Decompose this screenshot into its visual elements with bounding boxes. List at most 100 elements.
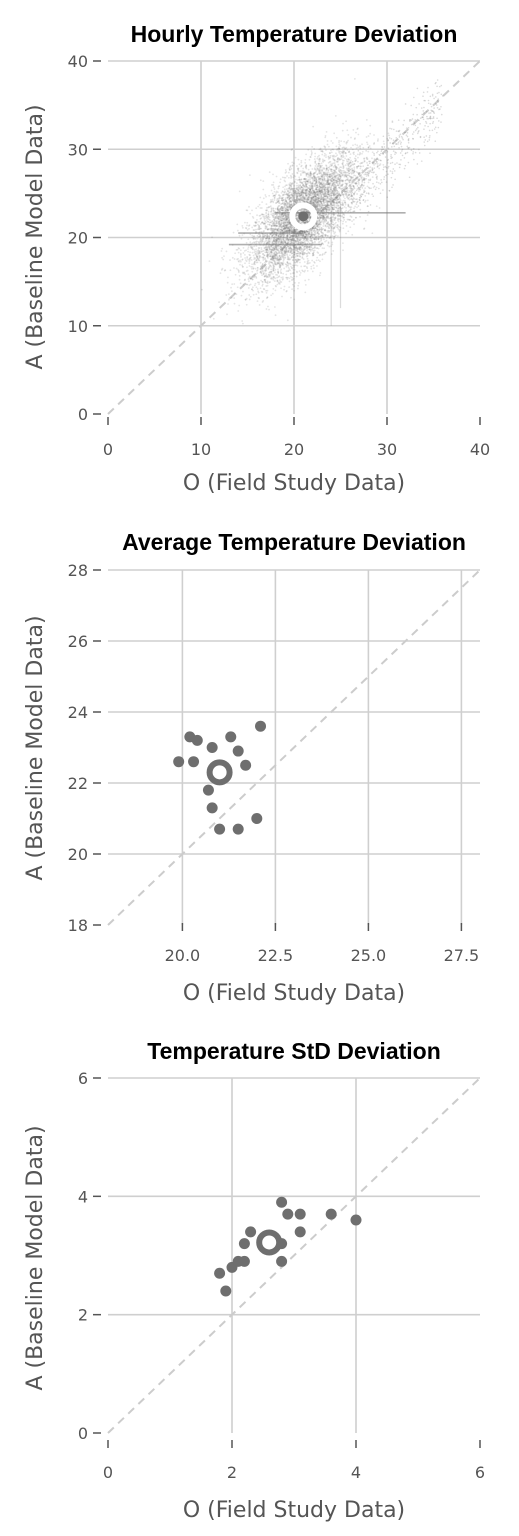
data-point xyxy=(309,229,311,232)
data-point xyxy=(284,215,287,218)
data-point xyxy=(320,181,323,184)
data-point xyxy=(309,178,311,181)
data-point xyxy=(312,264,315,267)
data-point xyxy=(363,227,366,230)
data-point xyxy=(274,263,277,266)
data-point xyxy=(345,206,347,209)
data-point xyxy=(276,200,279,203)
data-point xyxy=(352,185,355,187)
data-point xyxy=(270,251,273,254)
data-point xyxy=(308,190,311,193)
data-point xyxy=(300,159,303,162)
data-point xyxy=(286,227,289,229)
data-point xyxy=(286,184,288,187)
data-point xyxy=(301,170,304,172)
data-point xyxy=(306,180,309,183)
data-point xyxy=(278,222,281,225)
data-point xyxy=(313,267,315,270)
data-point xyxy=(268,263,270,265)
data-point xyxy=(337,178,340,180)
data-point xyxy=(309,235,312,238)
data-point xyxy=(324,145,326,148)
data-point xyxy=(233,283,236,285)
data-point xyxy=(286,319,289,322)
data-point xyxy=(322,236,325,239)
data-point xyxy=(324,194,327,197)
data-point xyxy=(338,157,341,160)
data-point xyxy=(275,240,278,243)
data-point xyxy=(280,240,283,243)
data-point xyxy=(281,209,284,212)
data-point xyxy=(336,161,339,163)
data-point xyxy=(287,227,290,229)
data-point xyxy=(330,202,332,205)
data-point xyxy=(345,221,347,223)
data-point xyxy=(365,136,368,138)
data-point xyxy=(325,208,328,210)
data-point xyxy=(353,168,356,170)
data-point xyxy=(323,188,326,191)
data-point xyxy=(241,225,244,227)
data-point xyxy=(303,240,306,243)
data-point xyxy=(248,224,251,226)
data-point xyxy=(348,172,351,175)
data-point xyxy=(281,207,284,210)
data-point xyxy=(252,293,255,296)
data-point xyxy=(318,180,320,183)
data-point xyxy=(246,221,249,224)
data-point xyxy=(323,145,326,148)
data-point xyxy=(290,250,293,253)
data-point xyxy=(324,214,327,217)
data-point xyxy=(333,218,335,221)
data-point xyxy=(285,188,288,191)
data-point xyxy=(315,247,318,250)
data-point xyxy=(233,258,236,260)
data-point xyxy=(306,188,309,191)
data-point xyxy=(322,233,324,236)
data-point xyxy=(338,173,341,176)
data-point xyxy=(256,272,259,275)
data-point xyxy=(302,237,304,240)
data-point xyxy=(292,248,295,251)
data-point xyxy=(321,174,324,176)
data-point xyxy=(352,144,354,147)
data-point xyxy=(341,151,344,154)
data-point xyxy=(296,165,298,167)
data-point xyxy=(253,245,256,248)
data-point xyxy=(293,261,296,264)
data-point xyxy=(349,181,351,184)
data-point xyxy=(276,197,279,200)
data-point xyxy=(211,236,213,239)
data-point xyxy=(328,185,331,188)
data-point xyxy=(347,230,350,233)
data-point xyxy=(364,187,367,190)
data-point xyxy=(339,171,342,174)
data-point xyxy=(278,194,281,197)
data-point xyxy=(327,183,330,185)
data-point xyxy=(305,200,308,203)
data-point xyxy=(247,238,250,241)
data-point xyxy=(328,175,331,178)
data-point xyxy=(299,241,302,244)
data-point xyxy=(329,186,332,189)
data-point xyxy=(262,180,265,183)
data-point xyxy=(327,236,330,239)
data-point xyxy=(325,239,328,242)
data-point xyxy=(366,161,368,164)
data-point xyxy=(325,180,327,183)
data-point xyxy=(323,168,326,170)
data-point xyxy=(265,266,268,268)
data-point xyxy=(291,191,294,194)
data-point xyxy=(282,236,285,239)
data-point xyxy=(249,295,252,298)
data-point xyxy=(281,217,283,220)
data-point xyxy=(246,269,249,272)
data-point xyxy=(329,236,331,239)
data-point xyxy=(303,270,306,273)
data-point xyxy=(337,201,340,204)
data-point xyxy=(280,250,282,253)
data-point xyxy=(343,188,345,191)
data-point xyxy=(256,218,258,221)
data-point xyxy=(331,142,334,144)
data-point xyxy=(349,208,352,211)
